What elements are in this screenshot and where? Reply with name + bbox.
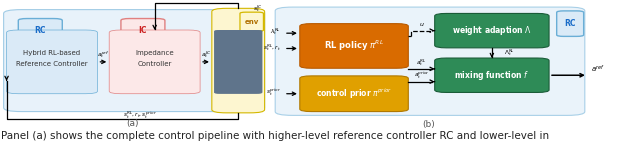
Text: $a_t^{ref}$: $a_t^{ref}$ [97, 49, 109, 60]
Text: control prior $\pi^{prior}$: control prior $\pi^{prior}$ [316, 87, 392, 101]
Text: $\Lambda_t^{RL}$: $\Lambda_t^{RL}$ [504, 48, 515, 58]
Text: $a^{ref}$: $a^{ref}$ [591, 63, 605, 75]
FancyBboxPatch shape [300, 24, 408, 68]
FancyBboxPatch shape [557, 11, 584, 36]
Text: mixing function $f$: mixing function $f$ [454, 69, 530, 82]
Text: $\lambda_t^{RL}$: $\lambda_t^{RL}$ [270, 27, 281, 37]
Text: $s_t^{prior}$: $s_t^{prior}$ [266, 87, 281, 98]
FancyBboxPatch shape [214, 30, 262, 94]
Text: $s_t^{RL}, r_t, s_t^{prior}$: $s_t^{RL}, r_t, s_t^{prior}$ [123, 110, 157, 121]
Text: $u$: $u$ [419, 21, 424, 28]
Text: (b): (b) [422, 120, 435, 129]
Text: Impedance: Impedance [135, 50, 174, 56]
Text: env: env [244, 19, 259, 25]
Text: IC: IC [139, 26, 147, 35]
FancyBboxPatch shape [435, 58, 549, 92]
FancyBboxPatch shape [300, 76, 408, 112]
Text: RC: RC [35, 26, 46, 35]
Text: $a_t^{IC}$: $a_t^{IC}$ [201, 49, 211, 60]
Text: $a_t^{prior}$: $a_t^{prior}$ [413, 70, 429, 81]
Text: RL policy $\pi^{RL}$: RL policy $\pi^{RL}$ [324, 39, 384, 53]
Text: Panel (a) shows the complete control pipeline with higher-level reference contro: Panel (a) shows the complete control pip… [1, 131, 549, 141]
FancyBboxPatch shape [435, 13, 549, 48]
FancyBboxPatch shape [4, 10, 264, 112]
FancyBboxPatch shape [109, 30, 200, 94]
FancyBboxPatch shape [19, 18, 62, 41]
Text: $a_t^{RL}$: $a_t^{RL}$ [416, 57, 427, 68]
Text: weight adaption $\Lambda$: weight adaption $\Lambda$ [452, 24, 532, 37]
Text: Reference Controller: Reference Controller [16, 61, 88, 67]
FancyBboxPatch shape [240, 12, 264, 31]
Text: RC: RC [564, 19, 576, 28]
Text: (a): (a) [127, 119, 139, 128]
FancyBboxPatch shape [214, 30, 262, 94]
FancyBboxPatch shape [121, 18, 165, 41]
Text: $s_t^{IC}$: $s_t^{IC}$ [253, 3, 263, 14]
FancyBboxPatch shape [275, 7, 585, 115]
FancyBboxPatch shape [6, 30, 97, 94]
Text: $s_t^{RL}, r_t$: $s_t^{RL}, r_t$ [263, 42, 281, 53]
FancyBboxPatch shape [212, 8, 264, 113]
Text: Hybrid RL-based: Hybrid RL-based [24, 50, 81, 56]
Text: Controller: Controller [138, 61, 172, 67]
